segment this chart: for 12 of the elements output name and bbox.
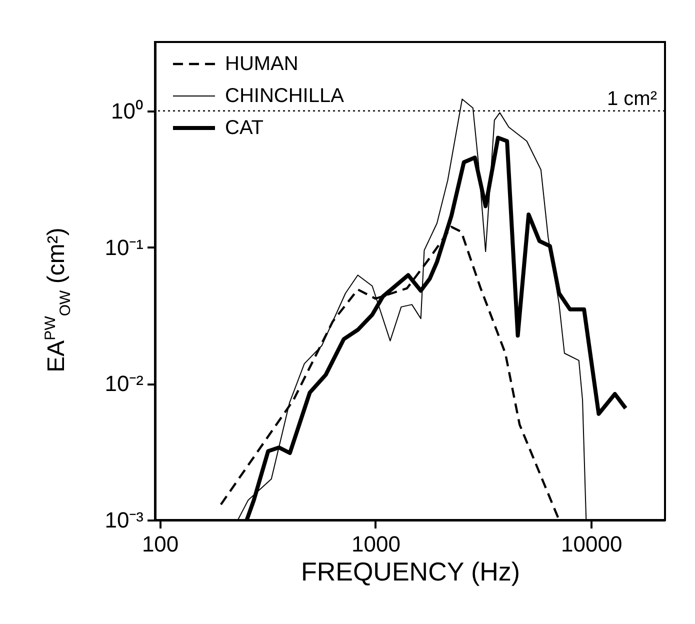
legend-label: CHINCHILLA xyxy=(225,85,345,107)
ref-line-label: 1 cm² xyxy=(607,88,658,110)
y-tick-label: 10⁻³ xyxy=(104,508,144,532)
y-tick-label: 10⁰ xyxy=(111,98,144,124)
x-tick-label: 10000 xyxy=(561,532,622,556)
x-tick-label: 1000 xyxy=(352,532,400,556)
legend-label: CAT xyxy=(225,117,264,139)
x-tick-label: 100 xyxy=(142,532,179,556)
legend-label: HUMAN xyxy=(225,53,298,75)
x-axis-title: FREQUENCY (Hz) xyxy=(300,556,520,586)
y-tick-label: 10⁻¹ xyxy=(104,234,144,260)
y-tick-label: 10⁻² xyxy=(104,371,144,396)
